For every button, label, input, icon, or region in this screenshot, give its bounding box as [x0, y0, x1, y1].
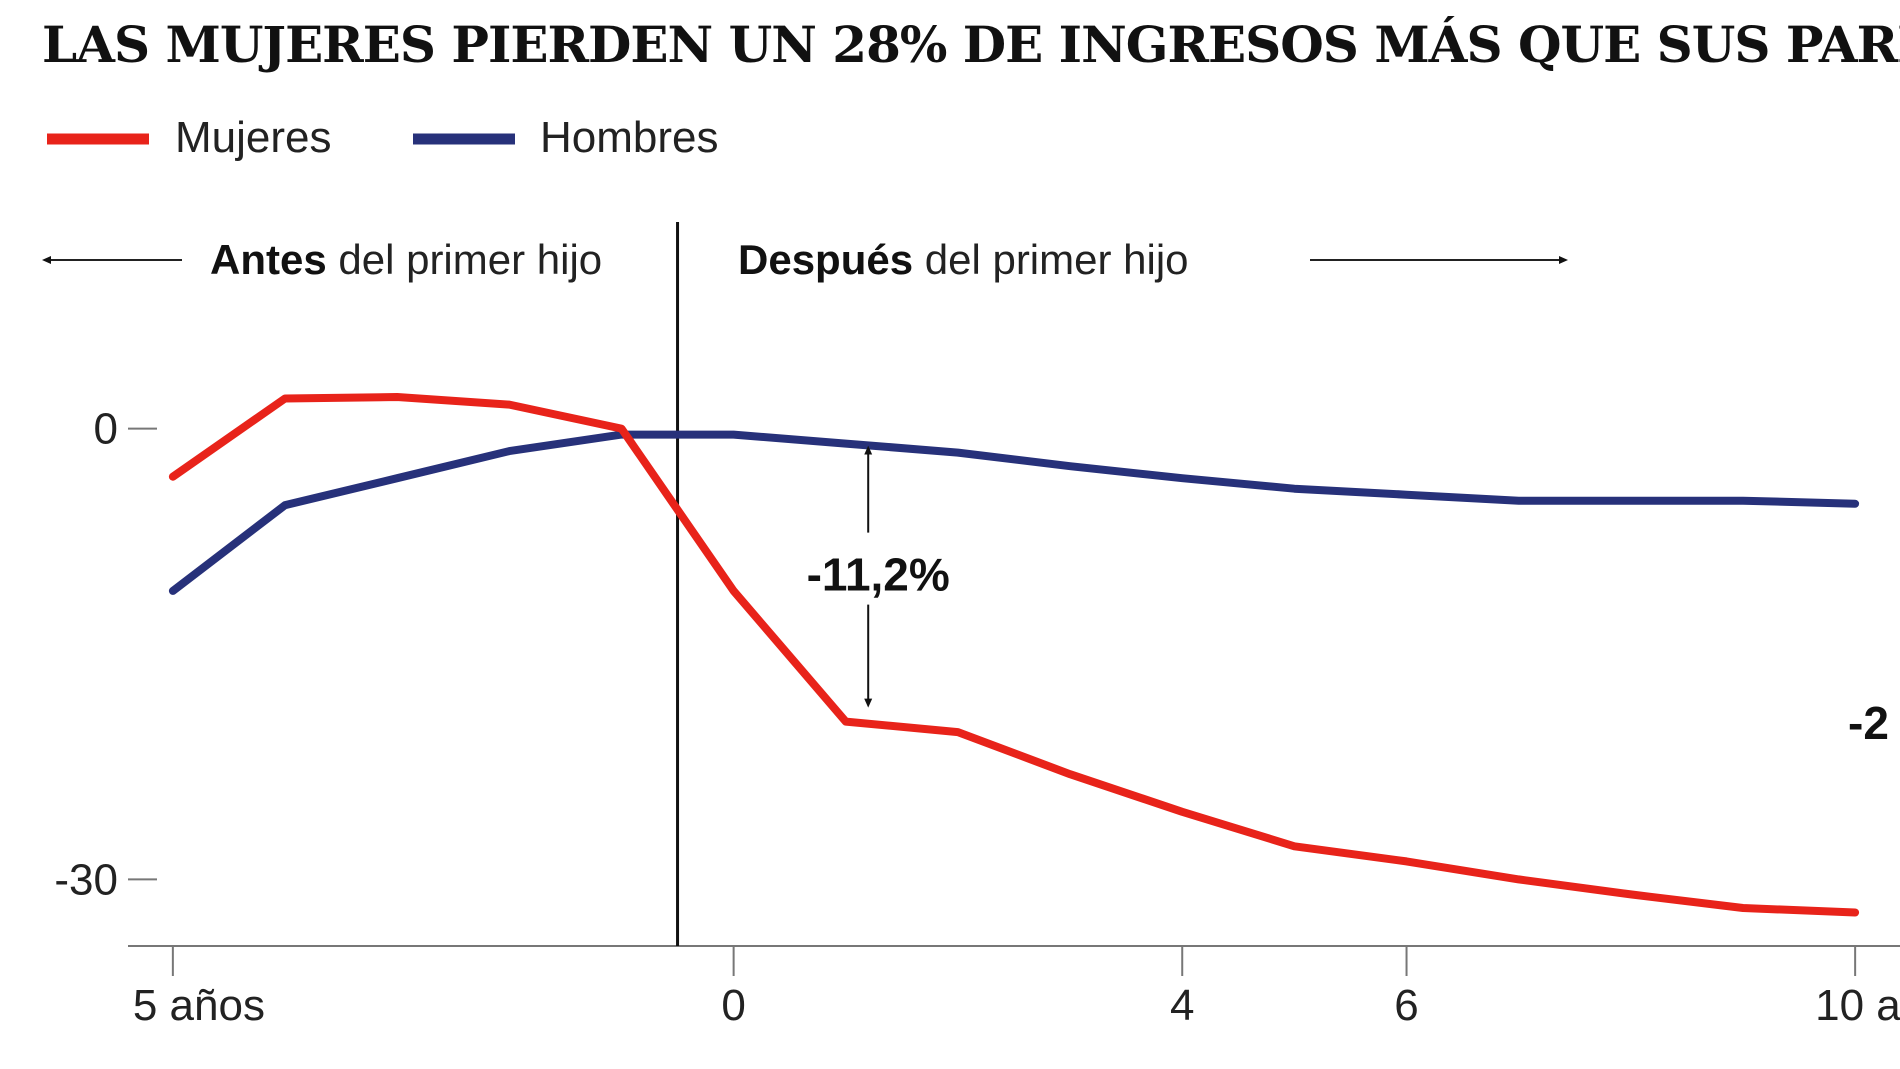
after-label-rest: del primer hijo: [913, 236, 1188, 283]
y-tick-label: 0: [94, 405, 118, 454]
x-tick-label: 0: [721, 981, 745, 1030]
x-tick-label: 4: [1170, 981, 1194, 1030]
series-line-hombres: [168, 430, 1860, 595]
after-label: Después del primer hijo: [738, 236, 1189, 283]
before-label-bold: Antes: [210, 236, 327, 283]
y-axis: 0 -30: [54, 405, 157, 904]
x-axis: 5 años 0 4 6 10 a: [133, 946, 1900, 1030]
before-label-rest: del primer hijo: [327, 236, 602, 283]
gap-label-background: [776, 532, 961, 605]
chart-title: LAS MUJERES PIERDEN UN 28% DE INGRESOS M…: [42, 15, 1900, 74]
y-tick-label: -30: [54, 855, 118, 904]
x-tick-label: 6: [1394, 981, 1418, 1030]
annotations: -11,2% -2: [776, 445, 1889, 749]
legend-label-hombres: Hombres: [540, 113, 719, 162]
after-label-bold: Después: [738, 236, 913, 283]
gap-label: -11,2%: [807, 549, 950, 601]
series-line-mujeres: [168, 393, 1860, 917]
x-tick-label: 10 a: [1815, 981, 1900, 1030]
legend-label-mujeres: Mujeres: [175, 113, 332, 162]
series-lines: [168, 393, 1860, 917]
x-tick-label: 5 años: [133, 981, 265, 1030]
before-label: Antes del primer hijo: [210, 236, 602, 283]
gap-label-final: -2: [1848, 697, 1889, 749]
